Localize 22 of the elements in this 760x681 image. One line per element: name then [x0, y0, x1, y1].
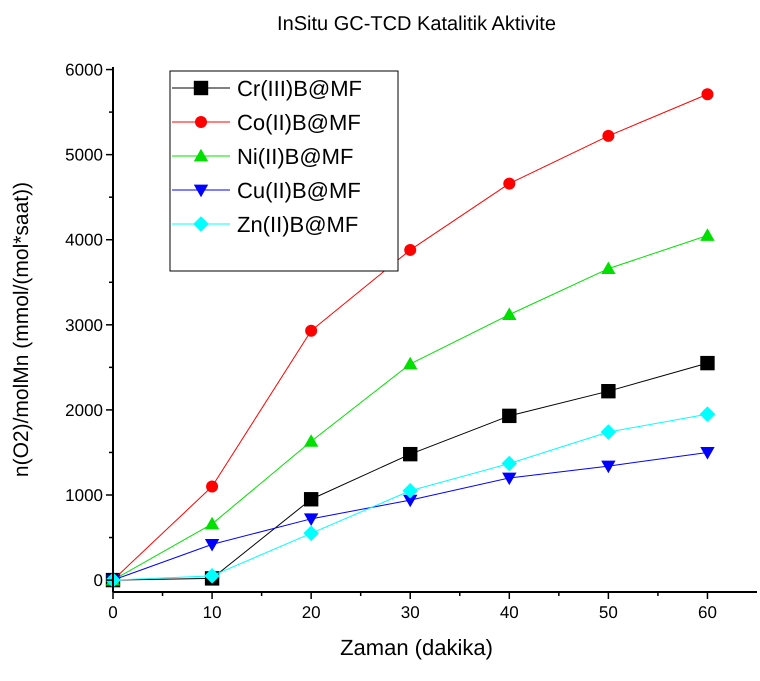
y-tick-label: 6000: [65, 60, 103, 80]
legend-label: Ni(II)B@MF: [237, 144, 354, 169]
chart-title: InSitu GC-TCD Katalitik Aktivite: [277, 13, 556, 35]
x-tick-label: 40: [500, 603, 519, 622]
legend-label: Cr(III)B@MF: [237, 76, 362, 101]
y-tick-label: 2000: [65, 400, 103, 420]
y-tick-label: 0: [94, 571, 103, 590]
x-tick-label: 10: [202, 603, 222, 622]
legend-label: Cu(II)B@MF: [237, 178, 361, 203]
x-tick-label: 0: [108, 603, 118, 622]
x-tick-label: 20: [302, 603, 321, 622]
x-tick-label: 60: [698, 603, 717, 622]
y-axis-title: n(O2)/molMn (mmol/(mol*saat)): [10, 182, 33, 478]
legend-label: Zn(II)B@MF: [237, 212, 358, 237]
legend-label: Co(II)B@MF: [237, 110, 361, 135]
y-tick-label: 5000: [65, 146, 103, 165]
y-tick-label: 3000: [65, 316, 103, 335]
y-tick-label: 1000: [65, 486, 103, 505]
x-tick-label: 30: [400, 603, 420, 622]
x-tick-label: 50: [598, 603, 618, 622]
y-tick-label: 4000: [65, 230, 103, 250]
x-axis-title: Zaman (dakika): [340, 635, 493, 660]
